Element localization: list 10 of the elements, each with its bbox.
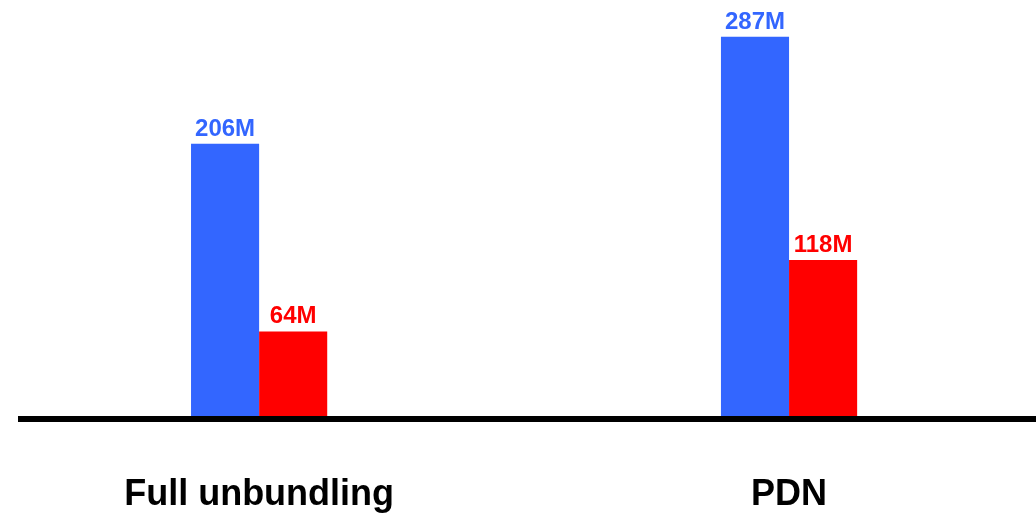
bar: [191, 143, 260, 416]
data-label: 64M: [269, 301, 317, 329]
x-tick-label: Full unbundling: [124, 472, 395, 513]
bar: [720, 36, 790, 416]
data-label: 206M: [195, 113, 256, 141]
data-label: 287M: [724, 6, 786, 34]
data-label: 118M: [793, 230, 853, 258]
bar: [259, 331, 328, 416]
bar: [789, 260, 858, 416]
x-tick-label: PDN: [751, 472, 828, 513]
